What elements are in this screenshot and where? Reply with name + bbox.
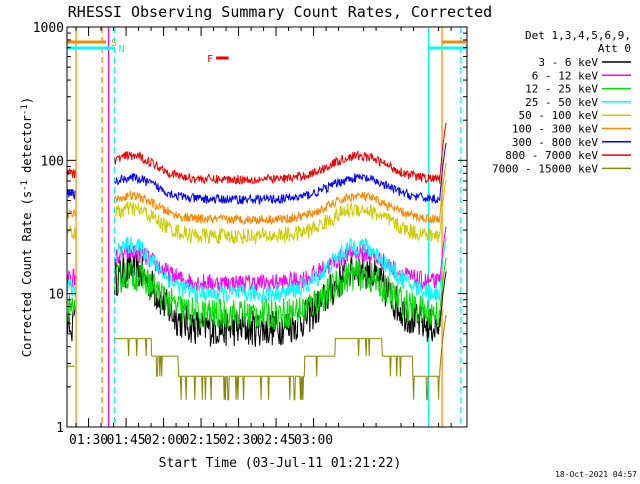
plot-area: SN F	[67, 27, 466, 427]
x-tick-label: 02:30	[219, 433, 258, 448]
series-line-7	[114, 122, 447, 186]
legend-header-line2: Att 0	[598, 42, 631, 55]
x-tick-label: 01:30	[69, 433, 108, 448]
series-line-pre-2	[67, 294, 76, 323]
x-tick-label: 01:45	[107, 433, 146, 448]
series-line-6	[114, 142, 447, 205]
series-line-pre-3	[67, 279, 76, 297]
y-axis-label: Corrected Count Rate (s-1 detector-1)	[20, 97, 34, 357]
legend-label: 800 - 7000 keV	[505, 149, 598, 162]
legend-label: 7000 - 15000 keV	[492, 162, 598, 175]
legend-label: 6 - 12 keV	[532, 69, 599, 82]
legend-label: 50 - 100 keV	[519, 109, 599, 122]
flag-label-s: S	[111, 38, 117, 49]
flag-label-n: N	[119, 44, 125, 55]
series-line-2	[114, 257, 447, 330]
x-axis-label: Start Time (03-Jul-11 01:21:22)	[159, 456, 402, 471]
x-tick-label: 02:45	[257, 433, 296, 448]
series-line-5	[114, 162, 447, 226]
legend-header-line1: Det 1,3,4,5,6,9,	[525, 29, 631, 42]
footer-timestamp: 18-Oct-2021 04:57	[555, 470, 637, 479]
y-tick-label: 1000	[33, 21, 64, 36]
flag-label-f: F	[207, 54, 213, 65]
series-line-pre-7	[67, 168, 76, 179]
chart-title: RHESSI Observing Summary Count Rates, Co…	[68, 3, 492, 21]
series-line-pre-6	[67, 189, 76, 200]
legend-label: 300 - 800 keV	[512, 136, 598, 149]
y-tick-label: 100	[41, 154, 64, 169]
plot-frame	[66, 26, 468, 428]
legend-label: 12 - 25 keV	[525, 83, 598, 96]
series-line-4	[114, 179, 447, 245]
series-line-8	[114, 314, 447, 401]
legend-label: 25 - 50 keV	[525, 96, 598, 109]
x-tick-label: 03:00	[294, 433, 333, 448]
y-tick-label: 1	[56, 421, 64, 436]
series-line-1	[114, 226, 447, 293]
series-line-pre-5	[67, 209, 76, 219]
y-tick-label: 10	[48, 288, 64, 303]
x-tick-label: 02:00	[144, 433, 183, 448]
legend-label: 100 - 300 keV	[512, 123, 598, 136]
series-line-3	[114, 235, 447, 305]
x-tick-label: 02:15	[182, 433, 221, 448]
legend-label: 3 - 6 keV	[538, 56, 598, 69]
series-line-0	[114, 251, 447, 347]
